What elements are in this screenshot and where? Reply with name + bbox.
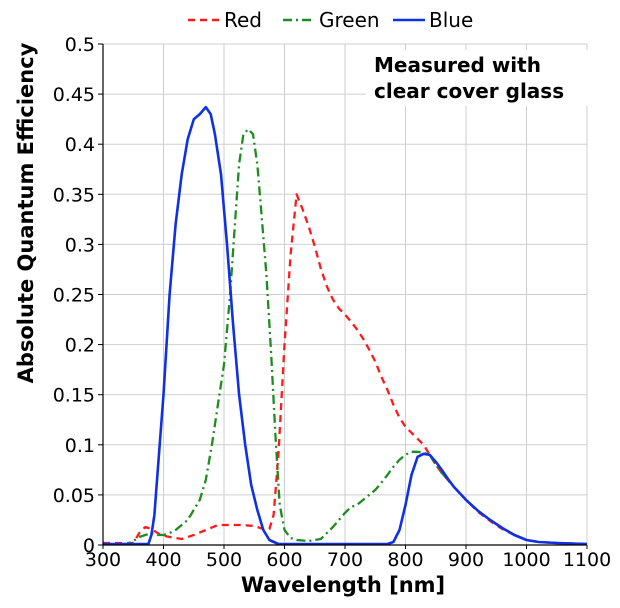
y-tick-label: 0 (83, 535, 95, 557)
x-tick-label: 400 (145, 549, 181, 571)
legend: Red Green Blue (188, 8, 473, 32)
x-tick-label: 500 (206, 549, 242, 571)
x-tick-label: 900 (448, 549, 484, 571)
x-tick-label: 700 (327, 549, 363, 571)
x-tick-labels: 30040050060070080090010001100 (85, 549, 611, 571)
y-tick-label: 0.4 (65, 134, 95, 156)
x-tick-label: 1100 (563, 549, 611, 571)
x-tick-label: 1000 (502, 549, 550, 571)
x-axis-title: Wavelength [nm] (241, 573, 445, 597)
legend-label-blue: Blue (429, 8, 473, 32)
y-tick-label: 0.05 (53, 485, 95, 507)
y-axis-title: Absolute Quantum Efficiency (14, 42, 38, 383)
legend-label-red: Red (224, 8, 262, 32)
y-tick-label: 0.25 (53, 285, 95, 307)
legend-label-green: Green (319, 8, 380, 32)
x-tick-label: 600 (266, 549, 302, 571)
y-tick-label: 0.3 (65, 234, 95, 256)
x-tick-label: 800 (387, 549, 423, 571)
y-tick-label: 0.2 (65, 335, 95, 357)
y-tick-label: 0.45 (53, 84, 95, 106)
annotation-line-2: clear cover glass (374, 79, 564, 103)
y-tick-label: 0.15 (53, 385, 95, 407)
y-tick-label: 0.35 (53, 184, 95, 206)
y-tick-label: 0.5 (65, 34, 95, 56)
y-tick-label: 0.1 (65, 435, 95, 457)
annotation-line-1: Measured with (374, 53, 541, 77)
annotation: Measured with clear cover glass (366, 50, 588, 106)
